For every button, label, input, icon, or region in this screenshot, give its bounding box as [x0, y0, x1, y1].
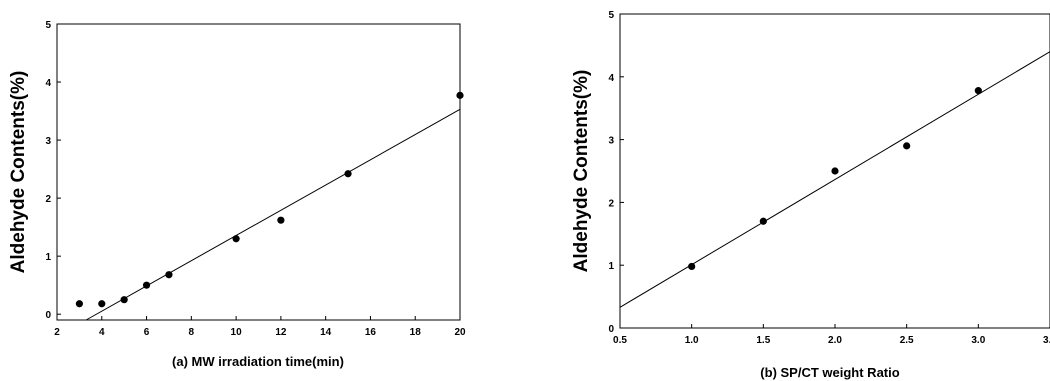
- x-tick-label: 1.5: [756, 335, 770, 346]
- fit-line-group: [85, 108, 461, 321]
- x-tick-label: 6: [144, 327, 150, 338]
- y-tick-label: 1: [608, 261, 614, 272]
- x-tick-label: 16: [365, 327, 377, 338]
- y-tick-label: 4: [45, 78, 51, 89]
- data-point: [759, 217, 767, 225]
- y-axis-label: Aldehyde Contents(%): [571, 70, 592, 273]
- y-axis-ticks: 0 1 2 3 4 5: [45, 20, 61, 321]
- x-tick-label: 3.0: [971, 335, 985, 346]
- data-point: [903, 142, 911, 150]
- data-point: [98, 300, 106, 308]
- x-tick-label: 2: [54, 327, 60, 338]
- x-tick-label: 12: [275, 327, 287, 338]
- data-point: [831, 167, 839, 175]
- data-point: [165, 271, 173, 279]
- x-tick-label: 4: [99, 327, 105, 338]
- y-tick-label: 4: [608, 73, 614, 84]
- x-tick-label: 2.5: [900, 335, 914, 346]
- x-axis-ticks: 0.5 1.0 1.5 2.0 2.5 3.0 3.5: [613, 324, 1050, 346]
- data-point: [688, 262, 696, 271]
- y-tick-label: 2: [45, 194, 51, 205]
- chart-b: 0.5 1.0 1.5 2.0 2.5 3.0 3.5 0 1 2 3 4 5 (b) SP/CT w…: [571, 10, 1050, 380]
- data-point: [75, 300, 83, 308]
- y-tick-label: 3: [45, 136, 51, 147]
- data-point: [344, 170, 352, 178]
- y-tick-label: 0: [608, 324, 614, 335]
- y-tick-label: 3: [608, 136, 614, 147]
- data-point: [120, 296, 128, 304]
- data-point: [142, 281, 151, 289]
- plot-frame: [56, 23, 461, 321]
- x-tick-label: 18: [410, 327, 422, 338]
- data-points: [75, 91, 464, 308]
- x-tick-label: 2.0: [828, 335, 842, 346]
- data-point: [456, 91, 464, 99]
- x-tick-label: 8: [189, 327, 195, 338]
- y-tick-label: 5: [45, 20, 51, 31]
- fit-line: [619, 51, 1050, 308]
- fit-line: [85, 108, 461, 321]
- y-axis-label: Aldehyde Contents(%): [8, 71, 29, 274]
- y-tick-label: 1: [45, 252, 51, 263]
- x-axis-ticks: 2 4 6 8 10 12 14 16 18 20: [54, 316, 466, 338]
- y-tick-label: 2: [608, 198, 614, 209]
- x-tick-label: 1.0: [685, 335, 699, 346]
- x-tick-label: 14: [320, 327, 332, 338]
- y-axis-ticks: 0 1 2 3 4 5: [608, 10, 624, 335]
- x-axis-label: (b) SP/CT weight Ratio: [760, 365, 899, 380]
- y-tick-label: 5: [608, 10, 614, 21]
- data-point: [974, 87, 982, 95]
- x-tick-label: 0.5: [613, 335, 627, 346]
- data-point: [232, 235, 240, 243]
- y-tick-label: 0: [45, 310, 51, 321]
- x-tick-label: 3.5: [1043, 335, 1050, 346]
- x-tick-label: 10: [231, 327, 243, 338]
- x-axis-label: (a) MW irradiation time(min): [172, 354, 344, 369]
- data-point: [277, 216, 285, 224]
- x-tick-label: 20: [454, 327, 466, 338]
- fit-line-group: [619, 51, 1050, 308]
- data-points: [688, 87, 982, 271]
